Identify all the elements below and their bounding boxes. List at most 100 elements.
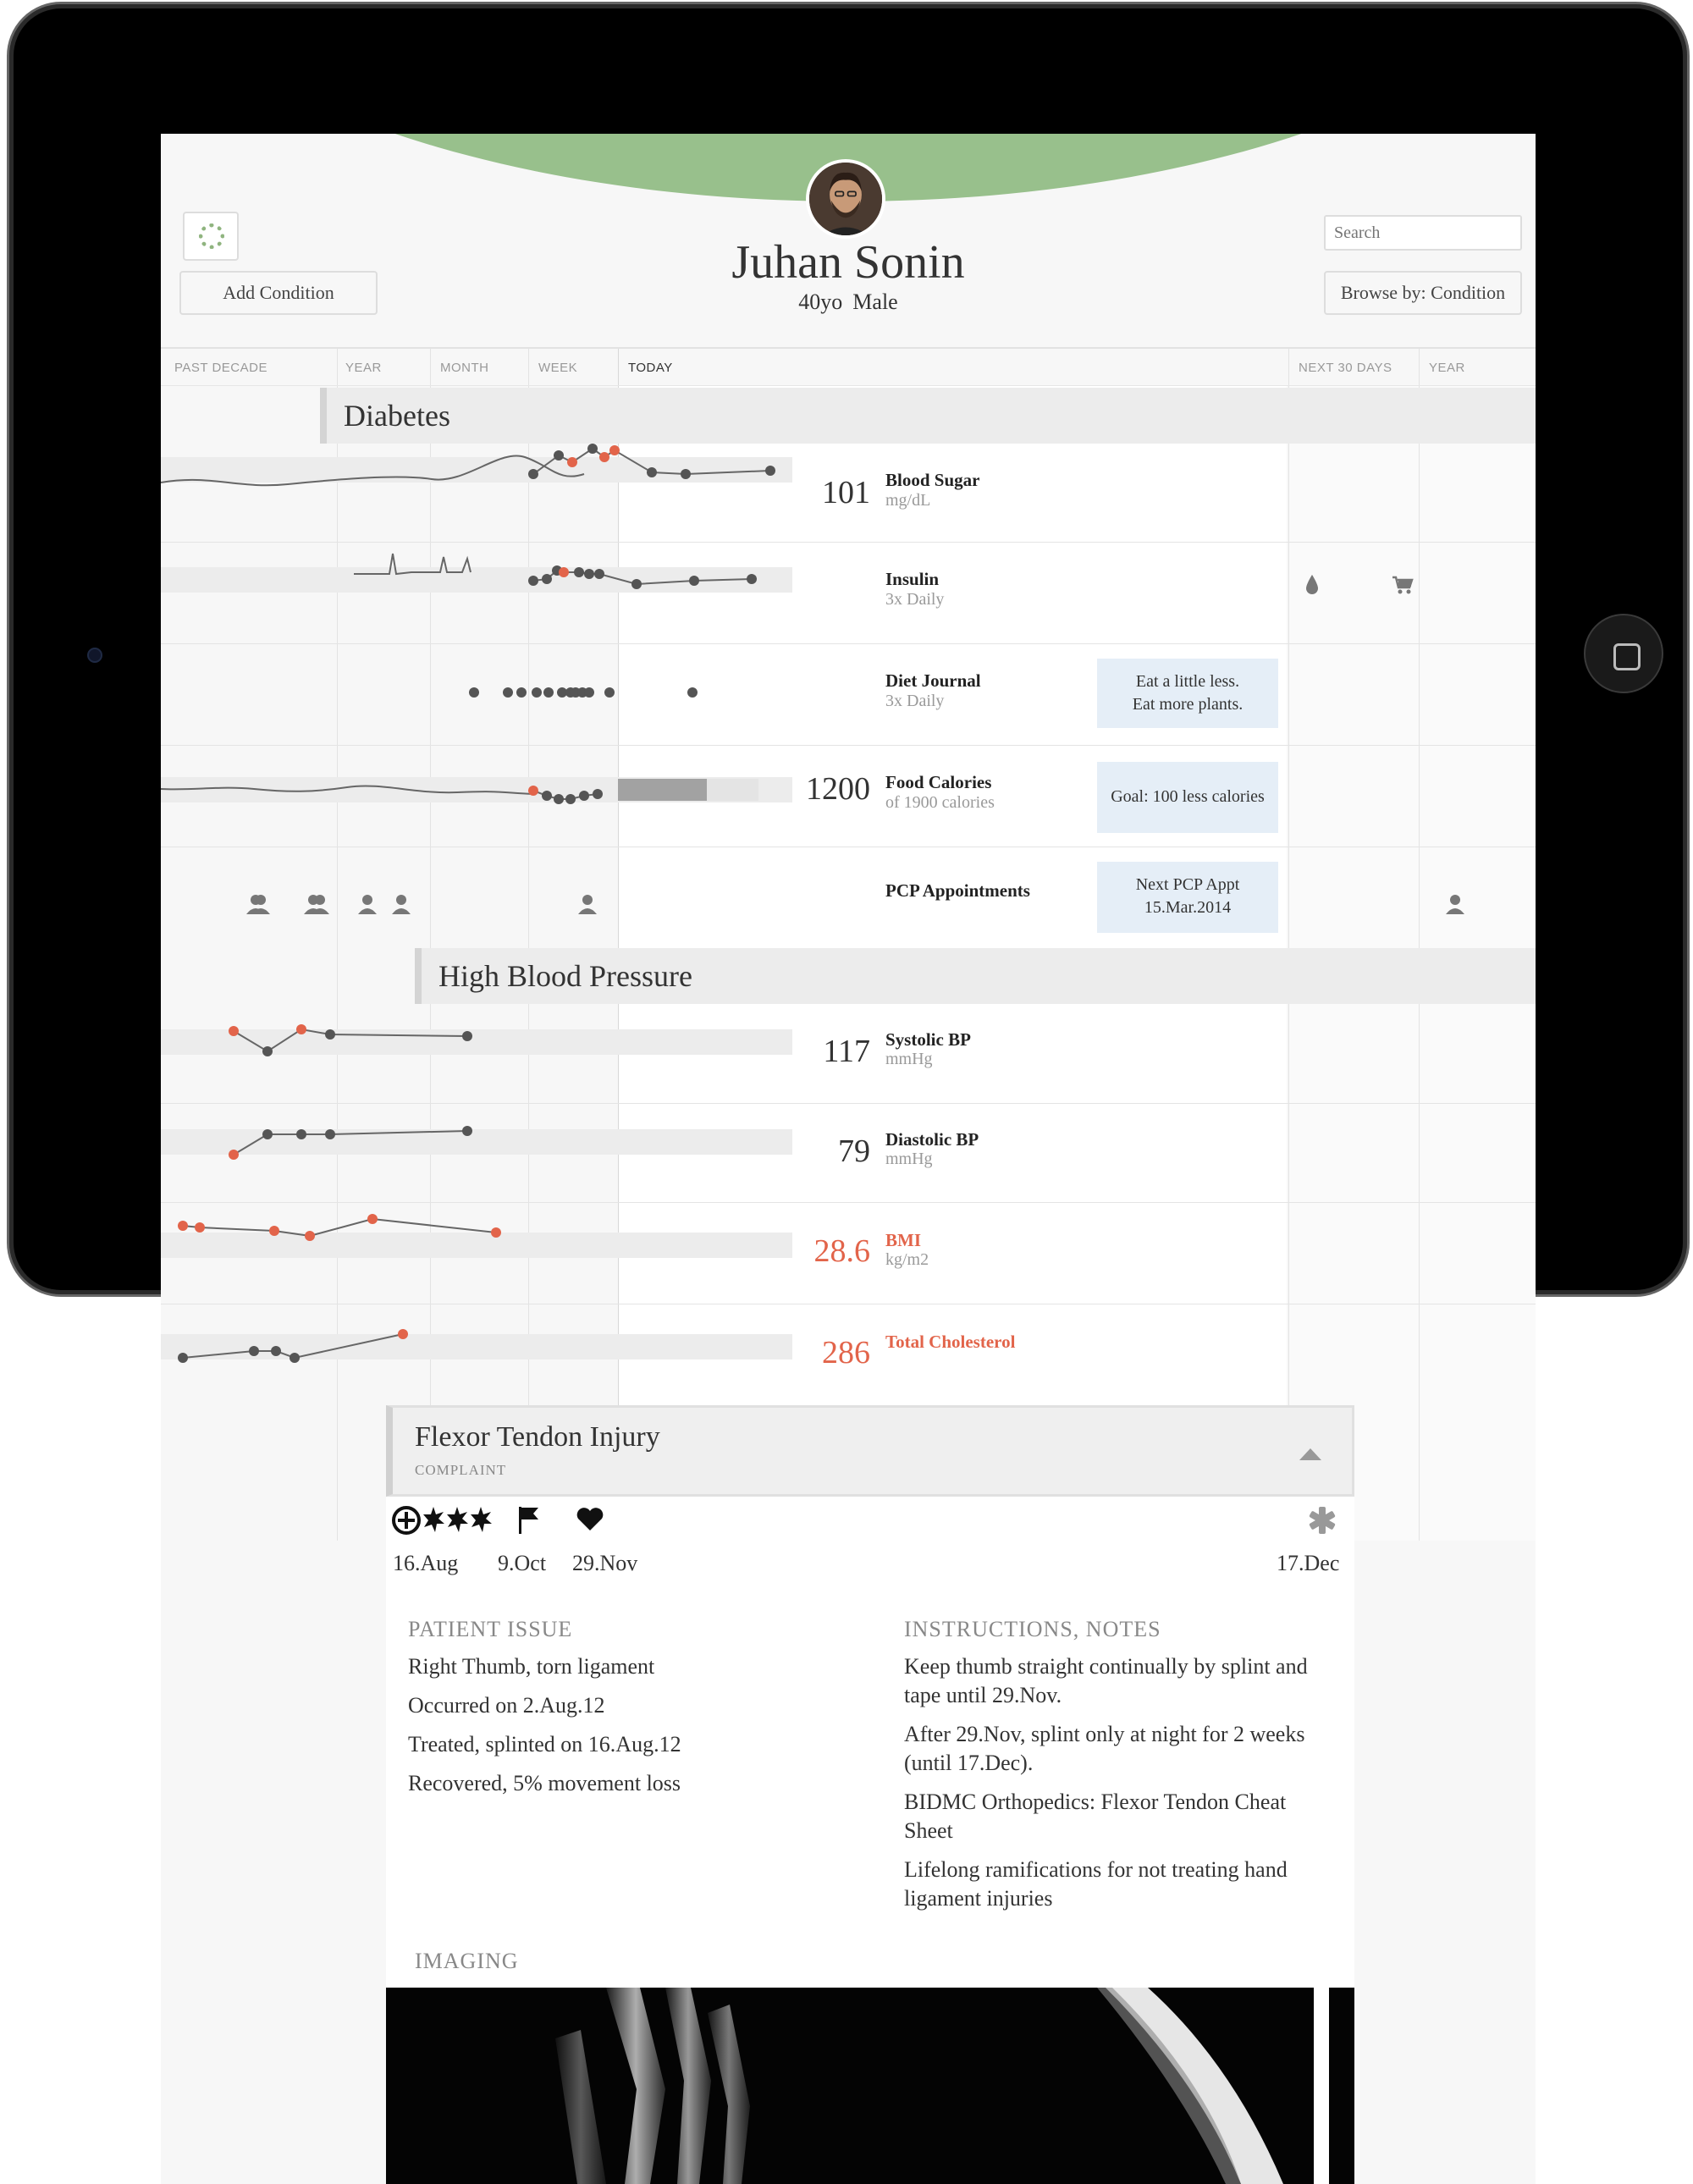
- tl-year[interactable]: YEAR: [345, 361, 382, 375]
- food-calories-value: 1200: [806, 771, 870, 807]
- injury-title: Flexor Tendon Injury: [415, 1421, 660, 1453]
- add-condition-button[interactable]: Add Condition: [179, 271, 378, 315]
- injury-panel: Flexor Tendon Injury COMPLAINT 16.Aug 9.…: [386, 1405, 1354, 2184]
- camera: [87, 648, 102, 663]
- bmi-label[interactable]: BMI: [885, 1230, 921, 1250]
- tl-month[interactable]: MONTH: [440, 361, 489, 375]
- patient-name: Juhan Sonin: [731, 236, 965, 289]
- person-icon: [392, 908, 411, 914]
- pharmacy-cart-icon[interactable]: [1392, 576, 1414, 594]
- ramifications-link[interactable]: Lifelong ramifications for not treating …: [904, 1857, 1288, 1911]
- diastolic-point: [229, 1150, 239, 1160]
- calorie-point: [542, 791, 552, 801]
- person-icon: [1450, 895, 1460, 905]
- tl-next-30-days[interactable]: NEXT 30 DAYS: [1299, 361, 1392, 375]
- person-icon: [578, 908, 597, 914]
- systolic-label[interactable]: Systolic BP: [885, 1029, 971, 1050]
- diet-journal-point: [687, 687, 698, 698]
- person-icon: [1446, 908, 1464, 914]
- insulin-line: [532, 569, 753, 586]
- cheat-sheet-link[interactable]: BIDMC Orthopedics: Flexor Tendon Cheat S…: [904, 1790, 1287, 1843]
- injury-panel-header[interactable]: Flexor Tendon Injury COMPLAINT: [386, 1405, 1354, 1497]
- condition-diabetes[interactable]: Diabetes: [320, 388, 1536, 444]
- settings-logo-icon: [199, 223, 224, 249]
- insulin-point: [747, 574, 757, 584]
- insulin-frequency: 3x Daily: [885, 590, 945, 609]
- injury-circle-icon[interactable]: [391, 1505, 422, 1536]
- next-pcp-note[interactable]: Next PCP Appt 15.Mar.2014: [1097, 862, 1278, 933]
- calorie-point: [565, 794, 576, 804]
- diastolic-point: [462, 1126, 472, 1136]
- tl-today[interactable]: TODAY: [628, 361, 673, 375]
- diastolic-unit: mmHg: [885, 1150, 933, 1168]
- imaging-heading: IMAGING: [415, 1949, 519, 1973]
- insulin-drop-icon[interactable]: [1305, 574, 1319, 596]
- settings-logo-button[interactable]: [183, 212, 239, 261]
- xray-image-next[interactable]: [1329, 1988, 1354, 2184]
- blood-sugar-point: [554, 450, 564, 461]
- cholesterol-point: [290, 1353, 300, 1363]
- blood-sugar-value: 101: [822, 475, 870, 510]
- diet-note[interactable]: Eat a little less. Eat more plants.: [1097, 659, 1278, 728]
- tl-past-decade[interactable]: PAST DECADE: [174, 361, 267, 375]
- patient-issue-heading: PATIENT ISSUE: [408, 1617, 573, 1641]
- patient-avatar[interactable]: [806, 159, 885, 239]
- bmi-unit: kg/m2: [885, 1250, 929, 1269]
- diastolic-value: 79: [838, 1133, 870, 1169]
- heart-icon[interactable]: [576, 1507, 604, 1532]
- insulin-point: [528, 576, 538, 586]
- cholesterol-point: [271, 1346, 281, 1356]
- cholesterol-label[interactable]: Total Cholesterol: [885, 1332, 1016, 1352]
- collapse-arrow-icon[interactable]: [1299, 1448, 1321, 1460]
- insulin-point: [689, 576, 699, 586]
- instruction-line: After 29.Nov, splint only at night for 2…: [904, 1722, 1305, 1775]
- pcp-appointments-label[interactable]: PCP Appointments: [885, 880, 1030, 901]
- diastolic-label[interactable]: Diastolic BP: [885, 1129, 979, 1150]
- diastolic-point: [296, 1129, 306, 1139]
- bmi-point: [269, 1226, 279, 1236]
- search-input[interactable]: [1324, 215, 1522, 251]
- app-screen: Juhan Sonin 40yo Male Add Condition Brows…: [161, 134, 1536, 2184]
- cholesterol-point: [398, 1329, 408, 1339]
- person-icon: [256, 895, 266, 905]
- medical-cross-icon[interactable]: [1307, 1505, 1337, 1536]
- diet-journal-label[interactable]: Diet Journal: [885, 670, 981, 691]
- patient-meta: 40yo Male: [161, 290, 1536, 315]
- person-icon: [582, 895, 593, 905]
- tl-week[interactable]: WEEK: [538, 361, 578, 375]
- food-calories-label[interactable]: Food Calories: [885, 772, 992, 792]
- cholesterol-point: [178, 1353, 188, 1363]
- patient-sex: Male: [852, 290, 898, 314]
- person-icon: [396, 895, 406, 905]
- blood-sugar-point: [765, 466, 775, 476]
- calorie-goal-note[interactable]: Goal: 100 less calories: [1097, 762, 1278, 833]
- person-icon: [311, 908, 329, 914]
- cholesterol-point: [249, 1346, 259, 1356]
- browse-by-button[interactable]: Browse by: Condition: [1324, 271, 1522, 315]
- calorie-progress-track: [618, 779, 758, 801]
- timeline: PAST DECADE YEAR MONTH WEEK TODAY NEXT 3…: [161, 347, 1536, 1541]
- blood-sugar-label[interactable]: Blood Sugar: [885, 470, 980, 490]
- diet-journal-frequency: 3x Daily: [885, 692, 945, 710]
- xray-image[interactable]: [386, 1988, 1314, 2184]
- systolic-point: [325, 1029, 335, 1040]
- flag-icon[interactable]: [516, 1505, 542, 1536]
- person-icon: [251, 908, 270, 914]
- cholesterol-value: 286: [822, 1335, 870, 1371]
- systolic-point: [296, 1024, 306, 1034]
- systolic-point: [262, 1046, 273, 1056]
- systolic-point: [462, 1031, 472, 1041]
- home-button[interactable]: [1584, 614, 1663, 693]
- blood-sugar-point: [528, 469, 538, 479]
- blood-sugar-point: [587, 444, 598, 454]
- systolic-point: [229, 1026, 239, 1036]
- insulin-label[interactable]: Insulin: [885, 569, 940, 589]
- injury-star-icon[interactable]: [422, 1505, 493, 1536]
- diet-journal-point: [469, 687, 479, 698]
- instructions-heading: INSTRUCTIONS, NOTES: [904, 1617, 1161, 1641]
- issue-line: Treated, splinted on 16.Aug.12: [408, 1732, 681, 1757]
- bmi-value: 28.6: [813, 1233, 871, 1269]
- condition-high-blood-pressure[interactable]: High Blood Pressure: [415, 948, 1536, 1004]
- insulin-point: [584, 569, 594, 579]
- tl-year-future[interactable]: YEAR: [1429, 361, 1465, 375]
